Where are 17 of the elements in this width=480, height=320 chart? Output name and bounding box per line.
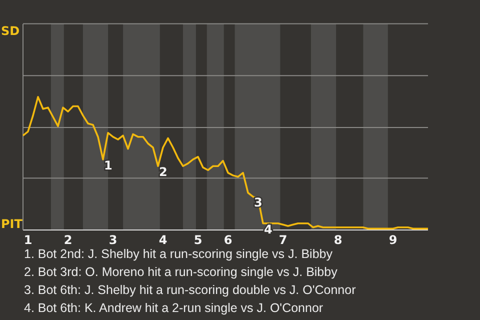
annotation: 1 [104, 158, 112, 172]
text: SD [1, 24, 20, 38]
x-tick-label: 2 [64, 233, 72, 247]
x-tick-label: 8 [334, 233, 342, 247]
x-tick-label: 3 [108, 233, 118, 247]
x-tick-label: 6 [224, 233, 232, 247]
x-tick-label: 1 [24, 233, 32, 247]
x-tick-label: 9 [388, 233, 398, 247]
text: 1. Bot 2nd: J. Shelby hit a run-scoring single vs J. Bibby [24, 247, 334, 261]
x-tick-label: 4 [158, 233, 168, 247]
text: 3. Bot 6th: J. Shelby hit a run-scoring double vs J. O'Connor [24, 283, 356, 297]
x-tick-label: 5 [194, 233, 202, 247]
x-tick-label: 7 [278, 233, 288, 247]
annotation: 2 [159, 165, 168, 180]
text: 4. Bot 6th: K. Andrew hit a 2-run single vs J. O'Connor [24, 301, 324, 315]
text: 2. Bot 3rd: O. Moreno hit a run-scoring single vs J. Bibby [24, 265, 338, 279]
text: PIT [1, 217, 24, 231]
